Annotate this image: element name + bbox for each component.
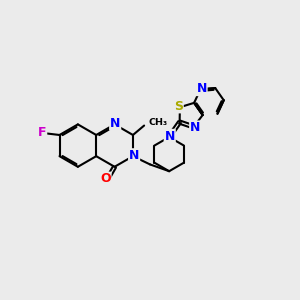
Text: N: N (190, 121, 200, 134)
Text: F: F (38, 126, 46, 140)
Text: N: N (196, 82, 207, 95)
Text: O: O (100, 172, 111, 185)
Text: N: N (129, 149, 139, 162)
Text: N: N (165, 130, 175, 143)
Text: S: S (174, 100, 183, 112)
Text: CH₃: CH₃ (148, 118, 167, 127)
Text: N: N (110, 117, 120, 130)
